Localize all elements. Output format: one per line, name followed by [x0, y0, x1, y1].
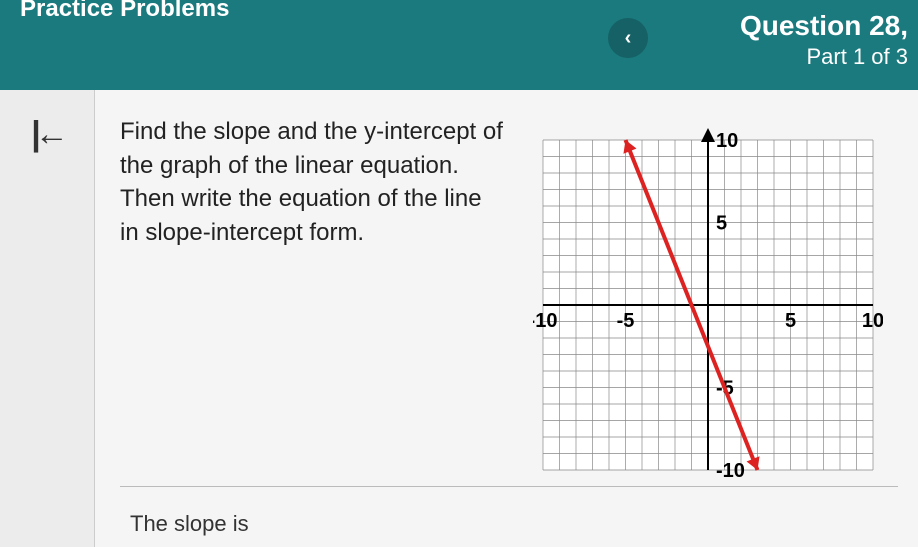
svg-text:5: 5 [785, 310, 796, 332]
svg-text:-5: -5 [617, 310, 635, 332]
app-header: Practice Problems ‹ Question 28, Part 1 … [0, 0, 918, 90]
header-title: Practice Problems [20, 0, 229, 23]
svg-text:-10: -10 [716, 460, 745, 482]
chevron-left-icon: ‹ [625, 27, 632, 50]
question-text: Find the slope and the y-intercept of th… [120, 115, 523, 547]
svg-text:5: 5 [716, 213, 727, 235]
svg-text:10: 10 [862, 310, 883, 332]
answer-label: The slope is [130, 511, 249, 537]
prev-question-button[interactable]: ‹ [608, 18, 648, 58]
question-number: Question 28, [740, 10, 908, 42]
main-panel: Find the slope and the y-intercept of th… [95, 90, 918, 547]
question-part: Part 1 of 3 [740, 44, 908, 70]
sidebar: |← [0, 90, 95, 547]
coordinate-graph: -10-5510-10-5510 [533, 120, 883, 490]
collapse-left-icon: |← [31, 115, 63, 153]
divider [120, 486, 898, 487]
svg-text:10: 10 [716, 130, 738, 152]
content-area: |← Find the slope and the y-intercept of… [0, 90, 918, 547]
question-info: Question 28, Part 1 of 3 [740, 10, 908, 70]
graph-container: -10-5510-10-5510 [523, 115, 893, 547]
svg-text:-10: -10 [533, 310, 557, 332]
collapse-sidebar-button[interactable]: |← [31, 115, 63, 154]
